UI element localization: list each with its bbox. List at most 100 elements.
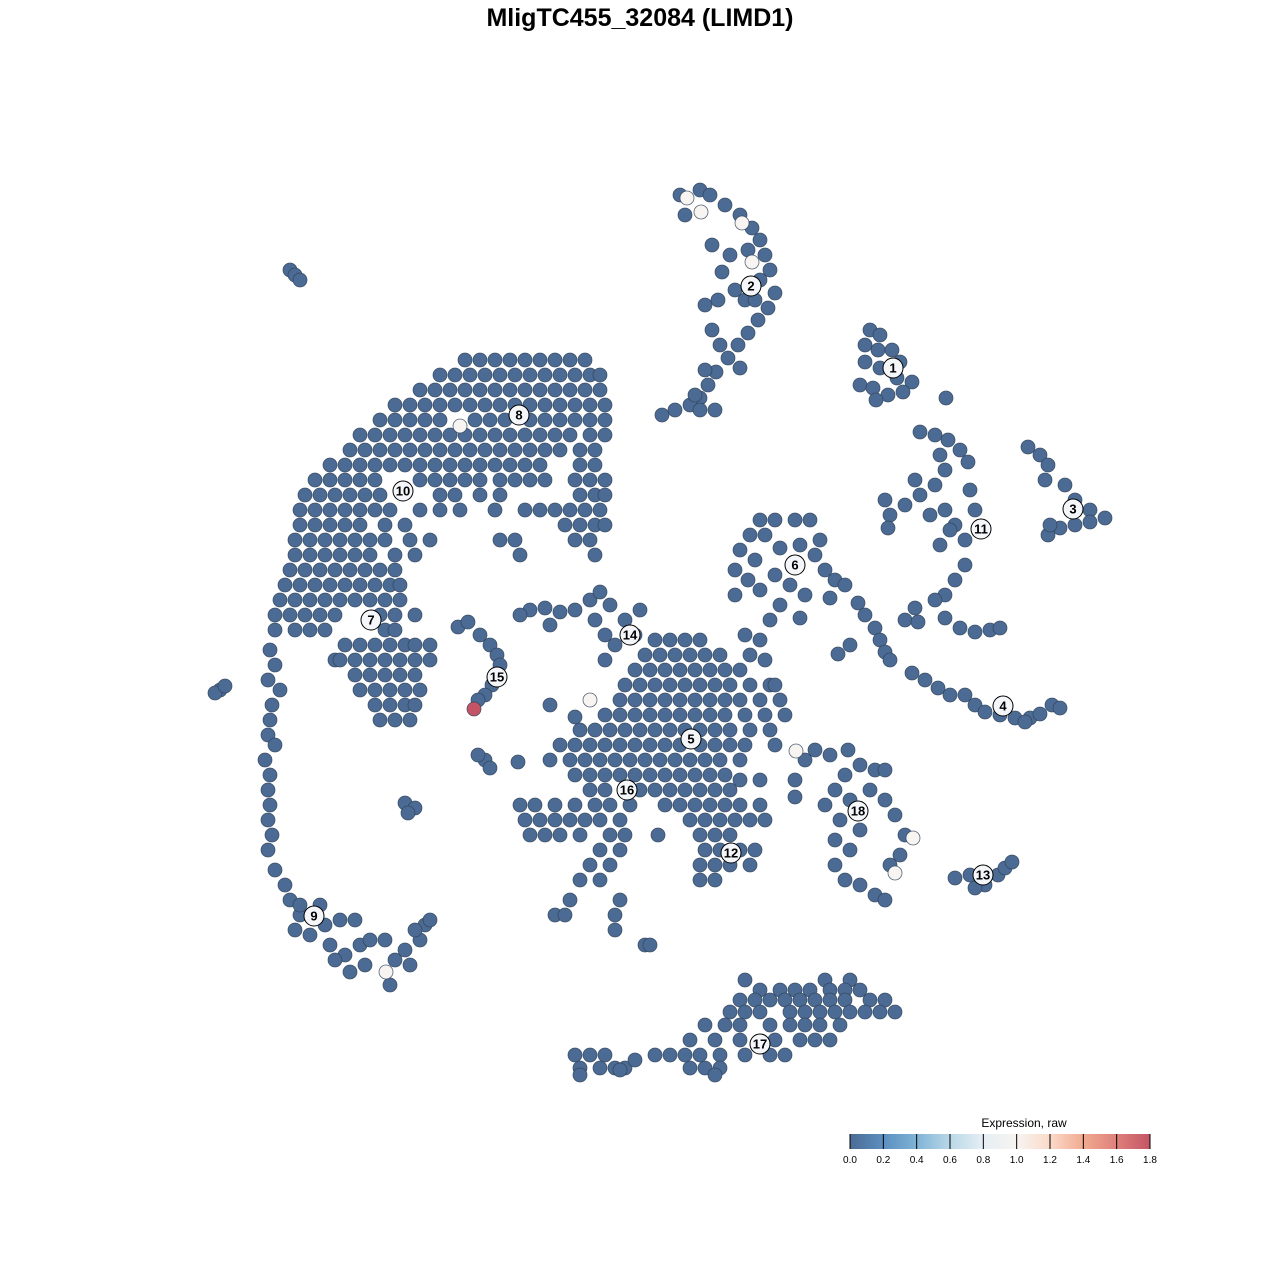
cell-point: [597, 782, 613, 798]
cell-point: [502, 382, 518, 398]
cell-point: [482, 760, 498, 776]
cell-point: [427, 472, 443, 488]
cell-points: [207, 182, 1113, 1083]
cell-point: [532, 502, 548, 518]
cell-point: [767, 567, 783, 583]
cell-point: [377, 532, 393, 548]
cell-point: [562, 812, 578, 828]
cluster-label-text: 11: [974, 522, 988, 537]
cell-point: [567, 737, 583, 753]
cell-point: [397, 682, 413, 698]
cell-point: [857, 337, 873, 353]
cell-point: [367, 502, 383, 518]
cell-point: [787, 789, 803, 805]
cell-point: [967, 624, 983, 640]
cell-point: [868, 392, 884, 408]
cell-point: [522, 472, 538, 488]
cell-point: [472, 627, 488, 643]
cell-point: [752, 512, 768, 528]
cell-point: [572, 487, 588, 503]
cell-point: [830, 646, 846, 662]
cell-point: [407, 637, 423, 653]
cell-point: [932, 537, 948, 553]
cell-point: [432, 397, 448, 413]
cell-point: [822, 1032, 838, 1048]
cell-point: [707, 782, 723, 798]
cell-point: [762, 992, 778, 1008]
cell-point: [697, 1017, 713, 1033]
cell-point: [612, 737, 628, 753]
cell-point: [607, 752, 623, 768]
cell-point: [417, 442, 433, 458]
cell-point: [707, 857, 723, 873]
cell-point: [587, 612, 603, 628]
cell-point: [747, 552, 763, 568]
cell-point: [904, 374, 920, 390]
cell-point: [387, 952, 403, 968]
expressing-cell-point: [378, 964, 394, 980]
cell-point: [642, 737, 658, 753]
cluster-label-text: 16: [620, 783, 634, 798]
cell-point: [597, 397, 613, 413]
legend-tick-label: 0.0: [843, 1155, 857, 1166]
cell-point: [302, 622, 318, 638]
cell-point: [302, 532, 318, 548]
cell-point: [940, 432, 956, 448]
cell-point: [447, 487, 463, 503]
cell-point: [277, 577, 293, 593]
cell-point: [462, 367, 478, 383]
cell-point: [337, 502, 353, 518]
cell-point: [752, 1004, 768, 1020]
cell-point: [472, 487, 488, 503]
cell-point: [562, 427, 578, 443]
cell-point: [492, 397, 508, 413]
cell-point: [752, 692, 768, 708]
cell-point: [557, 517, 573, 533]
legend-tick-label: 1.0: [1010, 1155, 1024, 1166]
cell-point: [742, 677, 758, 693]
cell-point: [577, 382, 593, 398]
cluster-label-text: 4: [999, 699, 1007, 714]
cell-point: [662, 782, 678, 798]
cell-point: [622, 752, 638, 768]
cell-point: [392, 652, 408, 668]
cell-point: [602, 722, 618, 738]
cell-point: [457, 382, 473, 398]
cell-point: [647, 1047, 663, 1063]
cell-point: [710, 292, 726, 308]
cell-point: [377, 932, 393, 948]
cell-point: [722, 677, 738, 693]
cell-point: [832, 1017, 848, 1033]
cell-point: [602, 597, 618, 613]
cell-point: [292, 272, 308, 288]
cell-point: [422, 637, 438, 653]
cell-point: [732, 797, 748, 813]
cell-point: [572, 872, 588, 888]
cell-point: [727, 812, 743, 828]
cell-point: [672, 797, 688, 813]
cell-point: [662, 632, 678, 648]
cell-point: [827, 832, 843, 848]
cell-point: [767, 737, 783, 753]
cell-point: [342, 964, 358, 980]
cluster-label-text: 8: [515, 408, 522, 423]
cell-point: [327, 952, 343, 968]
cell-point: [782, 577, 798, 593]
cell-point: [567, 1047, 583, 1063]
cell-point: [522, 442, 538, 458]
cell-point: [387, 622, 403, 638]
cell-point: [457, 352, 473, 368]
cell-point: [687, 767, 703, 783]
cluster-label-text: 12: [724, 846, 738, 861]
cell-point: [372, 712, 388, 728]
cell-point: [767, 677, 783, 693]
cell-point: [287, 622, 303, 638]
cell-point: [772, 540, 788, 556]
cell-point: [697, 297, 713, 313]
cell-point: [612, 692, 628, 708]
cell-point: [532, 812, 548, 828]
cell-point: [502, 457, 518, 473]
cell-point: [347, 592, 363, 608]
cell-point: [840, 742, 856, 758]
cell-point: [642, 937, 658, 953]
